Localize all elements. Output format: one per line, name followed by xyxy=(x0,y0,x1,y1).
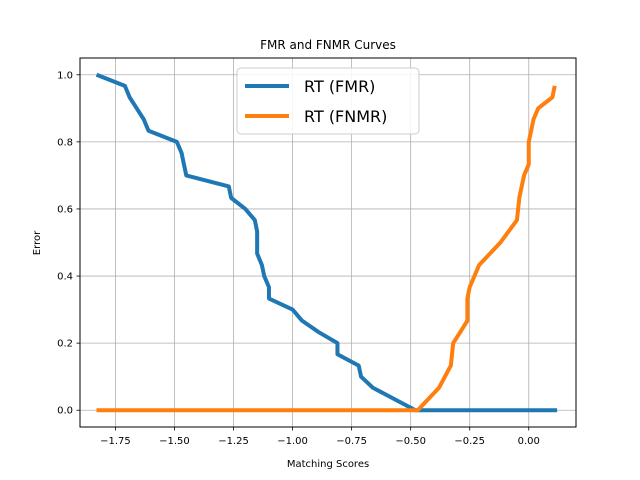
series-line-fnmr xyxy=(96,85,557,413)
axis-ticks: −1.75 −1.50 −1.25 −1.00 −0.75 −0.50 −0.25 0.00 0… xyxy=(57,70,540,447)
y-tick-label: 0.8 xyxy=(57,137,73,148)
x-axis-title: Matching Scores xyxy=(287,459,369,470)
series-line-fmr xyxy=(95,72,558,413)
chart-title: FMR and FNMR Curves xyxy=(260,38,396,52)
x-tick-label: −0.50 xyxy=(395,436,426,447)
x-tick-label: −0.25 xyxy=(454,436,485,447)
plot-frame xyxy=(79,57,577,428)
x-tick-label: −1.75 xyxy=(100,436,131,447)
y-tick-label: 0.0 xyxy=(57,406,73,417)
x-tick-label: −1.25 xyxy=(218,436,249,447)
legend-label-fmr: RT (FMR) xyxy=(304,77,375,96)
x-tick-label: −0.75 xyxy=(336,436,367,447)
y-tick-label: 1.0 xyxy=(57,70,73,81)
y-tick-label: 0.2 xyxy=(57,339,73,350)
x-tick-label: 0.00 xyxy=(518,436,540,447)
legend-label-fnmr: RT (FNMR) xyxy=(304,107,387,126)
y-tick-label: 0.6 xyxy=(57,204,73,215)
x-tick-label: −1.50 xyxy=(159,436,190,447)
y-tick-label: 0.4 xyxy=(57,272,73,283)
series-lines xyxy=(95,72,558,413)
legend: RT (FMR) RT (FNMR) xyxy=(236,67,420,135)
y-axis-title: Error xyxy=(32,230,43,255)
x-tick-label: −1.00 xyxy=(277,436,308,447)
